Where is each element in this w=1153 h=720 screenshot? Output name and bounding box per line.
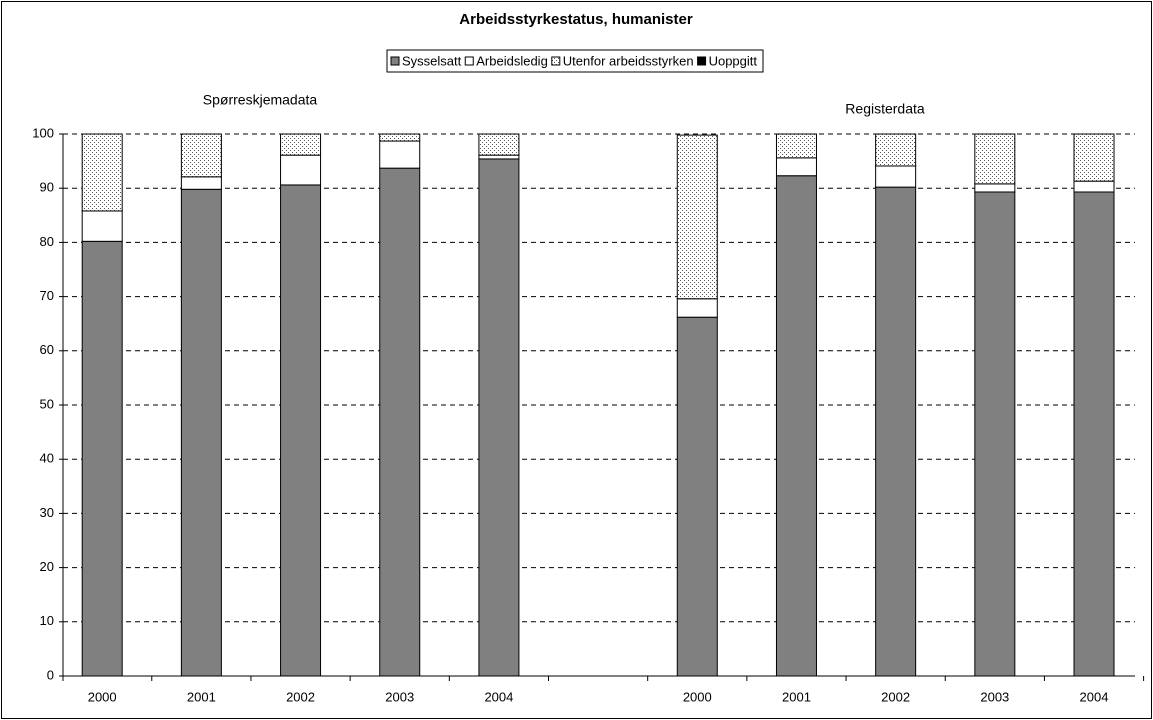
- y-tick-label: 50: [40, 396, 54, 411]
- x-tick-label: 2000: [683, 689, 712, 704]
- bar-segment: [81, 210, 123, 242]
- y-tick-label: 100: [32, 125, 54, 140]
- bar-segment: [379, 167, 421, 677]
- y-tick-label: 80: [40, 234, 54, 249]
- bar-segment: [180, 176, 222, 190]
- bar-segment: [676, 134, 718, 300]
- x-tick-label: 2004: [1080, 689, 1109, 704]
- legend-swatch: [464, 56, 474, 66]
- bar-segment: [974, 133, 1016, 185]
- x-tick-label: 2004: [484, 689, 513, 704]
- x-tick-label: 2002: [286, 689, 315, 704]
- bar-segment: [478, 133, 520, 156]
- legend: Sysselsatt Arbeidsledig Utenfor arbeidssty…: [386, 49, 764, 73]
- y-tick-label: 60: [40, 342, 54, 357]
- bar-segment: [1073, 133, 1115, 182]
- bar-segment: [180, 188, 222, 677]
- y-tick-label: 90: [40, 180, 54, 195]
- legend-label: Utenfor arbeidsstyrken: [563, 53, 694, 68]
- y-tick-label: 10: [40, 613, 54, 628]
- bar-segment: [775, 157, 817, 177]
- annotation: Registerdata: [845, 101, 925, 117]
- bar-segment: [280, 184, 322, 677]
- bar-segment: [676, 298, 718, 318]
- bar-segment: [379, 140, 421, 169]
- bar-segment: [676, 316, 718, 677]
- legend-frame: [386, 49, 764, 73]
- x-tick-label: 2001: [187, 689, 216, 704]
- legend-swatch: [390, 56, 400, 66]
- legend-label: Sysselsatt: [402, 53, 462, 68]
- chart-title: Arbeidsstyrkestatus, humanister: [459, 11, 693, 28]
- bar-segment: [974, 191, 1016, 677]
- bar-segment: [81, 133, 123, 212]
- bar-segment: [478, 154, 520, 160]
- bar-segment: [775, 133, 817, 159]
- x-tick-label: 2003: [980, 689, 1009, 704]
- bar-segment: [875, 133, 917, 167]
- bar-segment: [280, 154, 322, 186]
- bar-segment: [379, 133, 421, 142]
- y-tick-label: 0: [47, 667, 54, 682]
- bar-segment: [180, 133, 222, 178]
- x-tick-label: 2003: [385, 689, 414, 704]
- y-tick-label: 30: [40, 505, 54, 520]
- legend-label: Uoppgitt: [709, 53, 758, 68]
- y-tick-label: 20: [40, 559, 54, 574]
- bar-segment: [1073, 191, 1115, 677]
- bar-segment: [81, 240, 123, 677]
- bar-segment: [478, 158, 520, 677]
- x-tick-label: 2002: [881, 689, 910, 704]
- legend-swatch: [697, 56, 707, 66]
- legend-swatch: [551, 56, 561, 66]
- x-tick-label: 2001: [782, 689, 811, 704]
- legend-label: Arbeidsledig: [476, 53, 548, 68]
- bar-segment: [1073, 180, 1115, 193]
- bar-segment: [974, 183, 1016, 193]
- y-tick-label: 70: [40, 288, 54, 303]
- annotation: Spørreskjemadata: [203, 92, 318, 108]
- x-tick-label: 2000: [88, 689, 117, 704]
- y-tick-label: 40: [40, 451, 54, 466]
- bar-segment: [875, 186, 917, 677]
- bar-segment: [875, 165, 917, 188]
- bar-segment: [280, 133, 322, 156]
- bar-segment: [775, 175, 817, 677]
